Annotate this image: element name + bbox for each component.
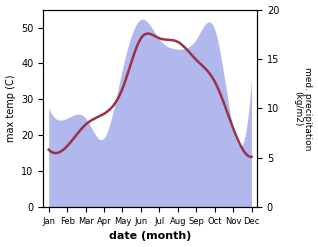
Y-axis label: max temp (C): max temp (C) — [5, 75, 16, 142]
Y-axis label: med. precipitation
(kg/m2): med. precipitation (kg/m2) — [293, 67, 313, 150]
X-axis label: date (month): date (month) — [109, 231, 191, 242]
